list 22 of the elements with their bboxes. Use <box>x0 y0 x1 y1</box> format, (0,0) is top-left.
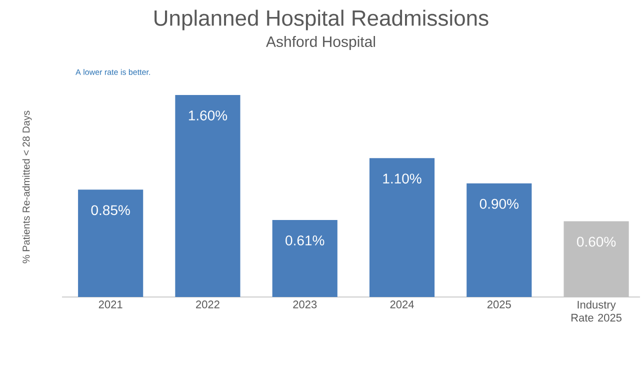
data-label: 0.90% <box>480 198 518 209</box>
x-tick-label: 2022 <box>196 300 220 308</box>
chart-title: Unplanned Hospital Readmissions <box>154 10 488 30</box>
bar <box>369 158 435 297</box>
bar <box>272 220 338 297</box>
data-label: 1.60% <box>188 110 228 120</box>
bar <box>466 183 532 297</box>
x-tick-label: Industry Rate 2025 <box>572 300 622 322</box>
data-label: 0.60% <box>576 236 616 247</box>
x-tick-label: 2023 <box>293 300 317 308</box>
data-label: 0.85% <box>91 205 130 216</box>
text: A lower rate is better. <box>76 69 150 75</box>
bar <box>175 94 240 297</box>
x-tick-label: 2025 <box>487 300 511 308</box>
data-label: 1.10% <box>383 174 422 184</box>
data-label: 0.61% <box>286 235 324 246</box>
y-axis-title: % Patients Re-admitted < 28 Days <box>22 110 32 264</box>
chart-subtitle: Ashford Hospital <box>266 36 375 50</box>
bar <box>78 190 144 297</box>
x-tick-label: 2024 <box>390 300 414 308</box>
x-tick-label: 2021 <box>98 300 122 308</box>
bar <box>564 221 629 297</box>
